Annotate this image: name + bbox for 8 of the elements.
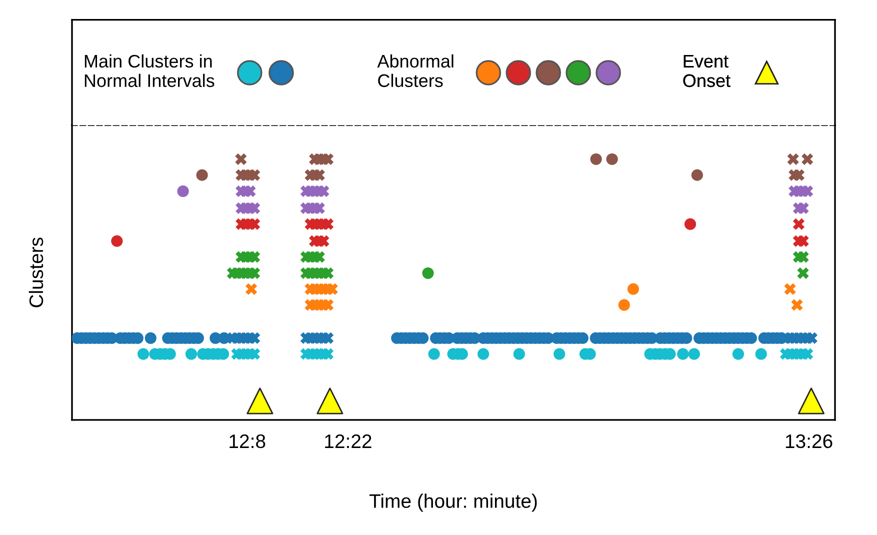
x-tick-label: 13:26 <box>786 434 832 448</box>
legend-label: Event Onset <box>683 55 730 88</box>
x-tick-label: 12:22 <box>325 434 372 448</box>
legend-label: Abnormal Clusters <box>377 54 454 88</box>
x-tick-label: 12:8 <box>230 434 266 448</box>
legend-label: Main Clusters in Normal Intervals <box>84 54 214 88</box>
x-axis-title: Time (hour: minute) <box>369 494 537 512</box>
y-axis-title: Clusters <box>28 238 44 308</box>
